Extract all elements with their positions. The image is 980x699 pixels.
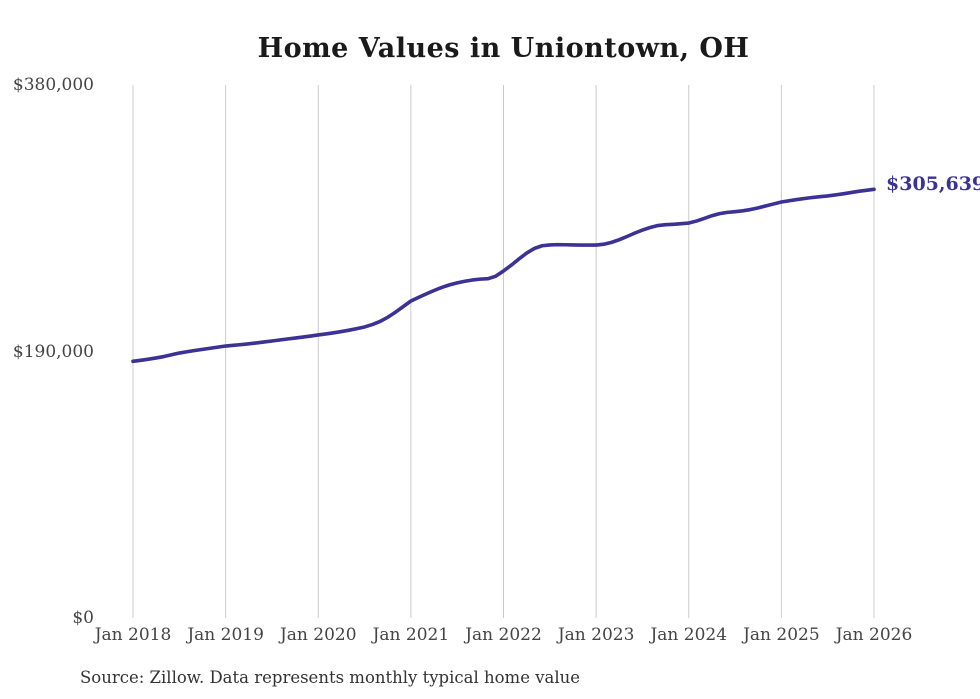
series-group	[131, 187, 876, 364]
x-tick-label: Jan 2024	[650, 625, 728, 645]
end-value-label: $305,639	[886, 173, 980, 196]
chart-title: Home Values in Uniontown, OH	[257, 33, 750, 64]
y-tick-label: $0	[72, 608, 94, 628]
x-tick-label: Jan 2019	[187, 625, 264, 645]
home-value-line	[131, 187, 876, 364]
x-tick-label: Jan 2025	[743, 625, 820, 645]
x-tick-label: Jan 2020	[279, 625, 357, 645]
y-tick-label: $380,000	[12, 75, 94, 95]
y-tick-label: $190,000	[12, 341, 94, 362]
source-note: Source: Zillow. Data represents monthly …	[80, 668, 581, 687]
x-tick-label: Jan 2022	[465, 625, 542, 645]
gridlines-group	[132, 85, 875, 618]
x-tick-label: Jan 2021	[372, 625, 450, 645]
x-tick-label: Jan 2026	[835, 625, 913, 645]
x-tick-label: Jan 2023	[557, 625, 635, 645]
x-tick-label: Jan 2018	[94, 625, 172, 645]
